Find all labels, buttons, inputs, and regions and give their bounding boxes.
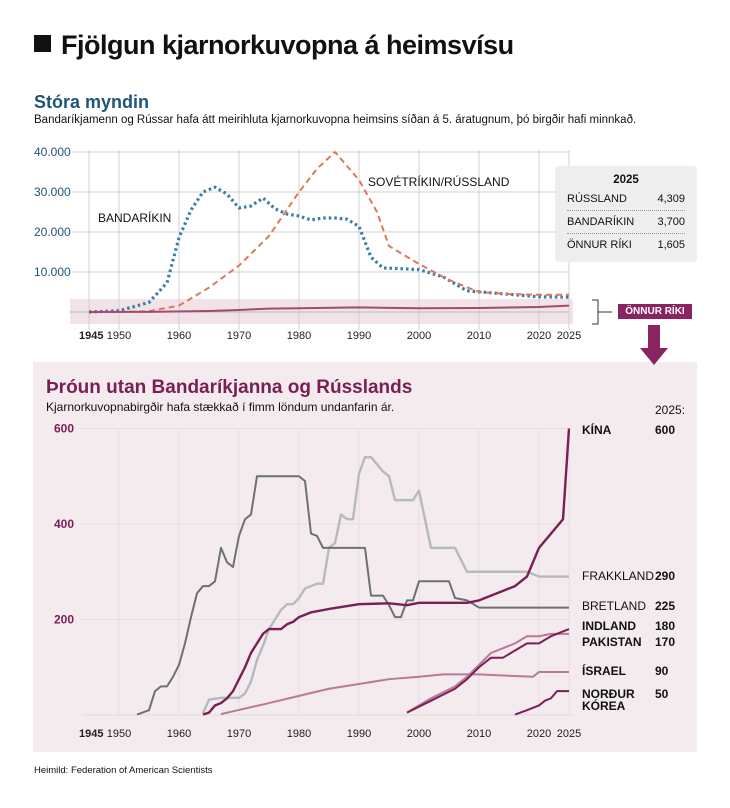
series-line-önnur ríki bbox=[88, 304, 570, 313]
series-label: PAKISTAN bbox=[582, 635, 642, 649]
series-value: 170 bbox=[655, 635, 675, 649]
other-countries-tag: ÖNNUR RÍKI bbox=[618, 304, 692, 319]
section2-panel bbox=[33, 362, 697, 752]
x-tick-label: 1970 bbox=[227, 728, 251, 740]
series-label: BRETLAND bbox=[582, 599, 646, 613]
summary-value: 3,700 bbox=[657, 216, 685, 228]
series-value: 225 bbox=[655, 599, 675, 613]
series-line-bretland bbox=[136, 475, 569, 716]
y-tick-label: 10.000 bbox=[34, 265, 71, 279]
source-note: Heimild: Federation of American Scientis… bbox=[34, 765, 213, 776]
series-line-indland bbox=[406, 628, 570, 714]
section1-title: Stóra myndin bbox=[34, 92, 150, 112]
series-value: 50 bbox=[655, 687, 669, 701]
annotation-russia: SOVÉTRÍKIN/RÚSSLAND bbox=[368, 174, 510, 189]
summary-label: RÚSSLAND bbox=[567, 193, 627, 205]
y-tick-label: 600 bbox=[54, 422, 74, 436]
x-tick-label: 2025 bbox=[557, 330, 581, 342]
bracket bbox=[592, 299, 612, 325]
x-tick-label: 1960 bbox=[167, 728, 191, 740]
x-tick-label: 1990 bbox=[347, 728, 371, 740]
summary-year: 2025 bbox=[613, 174, 639, 186]
series-label: NORÐUR bbox=[582, 687, 635, 701]
x-tick-label: 1950 bbox=[107, 728, 131, 740]
series-line-ísrael bbox=[220, 671, 569, 716]
summary-row: ÖNNUR RÍKI 1,605 bbox=[567, 234, 685, 256]
series-label: FRAKKLAND bbox=[582, 569, 654, 583]
y-tick-label: 400 bbox=[54, 517, 74, 531]
series-label: ÍSRAEL bbox=[582, 663, 626, 678]
y-tick-label: 40.000 bbox=[34, 145, 71, 159]
x-tick-label: 2000 bbox=[407, 330, 431, 342]
summary-value: 1,605 bbox=[657, 239, 685, 251]
x-tick-label: 1960 bbox=[167, 330, 191, 342]
summary-row: BANDARÍKIN 3,700 bbox=[567, 211, 685, 234]
down-arrow-icon bbox=[640, 325, 668, 365]
x-tick-label: 1980 bbox=[287, 728, 311, 740]
summary-value: 4,309 bbox=[657, 193, 685, 205]
x-tick-label: 2010 bbox=[467, 330, 491, 342]
section2-description: Kjarnorkuvopnabirgðir hafa stækkað í fim… bbox=[46, 400, 395, 414]
x-tick-label: 1945 bbox=[79, 728, 103, 740]
series-value: 90 bbox=[655, 664, 669, 678]
summary-row: RÚSSLAND 4,309 bbox=[567, 188, 685, 211]
series-line-kína bbox=[202, 428, 571, 716]
series-line-sovétríkin/rússland bbox=[88, 151, 570, 313]
annotation-usa: BANDARÍKIN bbox=[98, 210, 171, 225]
section1-description: Bandaríkjamenn og Rússar hafa átt meirih… bbox=[34, 114, 637, 126]
series-value: 600 bbox=[655, 423, 675, 437]
x-tick-label: 2010 bbox=[467, 728, 491, 740]
y-tick-label: 30.000 bbox=[34, 185, 71, 199]
y-tick-label: 20.000 bbox=[34, 225, 71, 239]
x-tick-label: 1970 bbox=[227, 330, 251, 342]
page-title-text: Fjölgun kjarnorkuvopna á heimsvísu bbox=[61, 30, 514, 60]
series-line-frakkland bbox=[201, 455, 569, 714]
series-label: KÓREA bbox=[582, 698, 626, 713]
x-tick-label: 2000 bbox=[407, 728, 431, 740]
series-value: 180 bbox=[655, 619, 675, 633]
page-title: Fjölgun kjarnorkuvopna á heimsvísu bbox=[34, 30, 514, 61]
series-value: 290 bbox=[655, 569, 675, 583]
summary-box: 2025 RÚSSLAND 4,309 BANDARÍKIN 3,700 ÖNNUR… bbox=[555, 166, 697, 262]
series-label: KÍNA bbox=[582, 422, 612, 437]
series-line-pakistan bbox=[406, 632, 569, 714]
x-tick-label: 1980 bbox=[287, 330, 311, 342]
series-label: INDLAND bbox=[582, 619, 636, 633]
series-line-bandaríkin bbox=[88, 185, 570, 314]
section2-title: Þróun utan Bandaríkjanna og Rússlands bbox=[46, 377, 413, 398]
title-square-icon bbox=[34, 35, 51, 52]
x-tick-label: 1950 bbox=[107, 330, 131, 342]
legend-header: 2025: bbox=[655, 403, 685, 417]
summary-label: ÖNNUR RÍKI bbox=[567, 239, 632, 251]
x-tick-label: 2020 bbox=[527, 330, 551, 342]
x-tick-label: 1945 bbox=[79, 330, 103, 342]
x-tick-label: 1990 bbox=[347, 330, 371, 342]
y-tick-label: 200 bbox=[54, 613, 74, 627]
summary-label: BANDARÍKIN bbox=[567, 216, 635, 228]
series-line-norður-kórea bbox=[514, 690, 569, 716]
x-tick-label: 2025 bbox=[557, 728, 581, 740]
x-tick-label: 2020 bbox=[527, 728, 551, 740]
